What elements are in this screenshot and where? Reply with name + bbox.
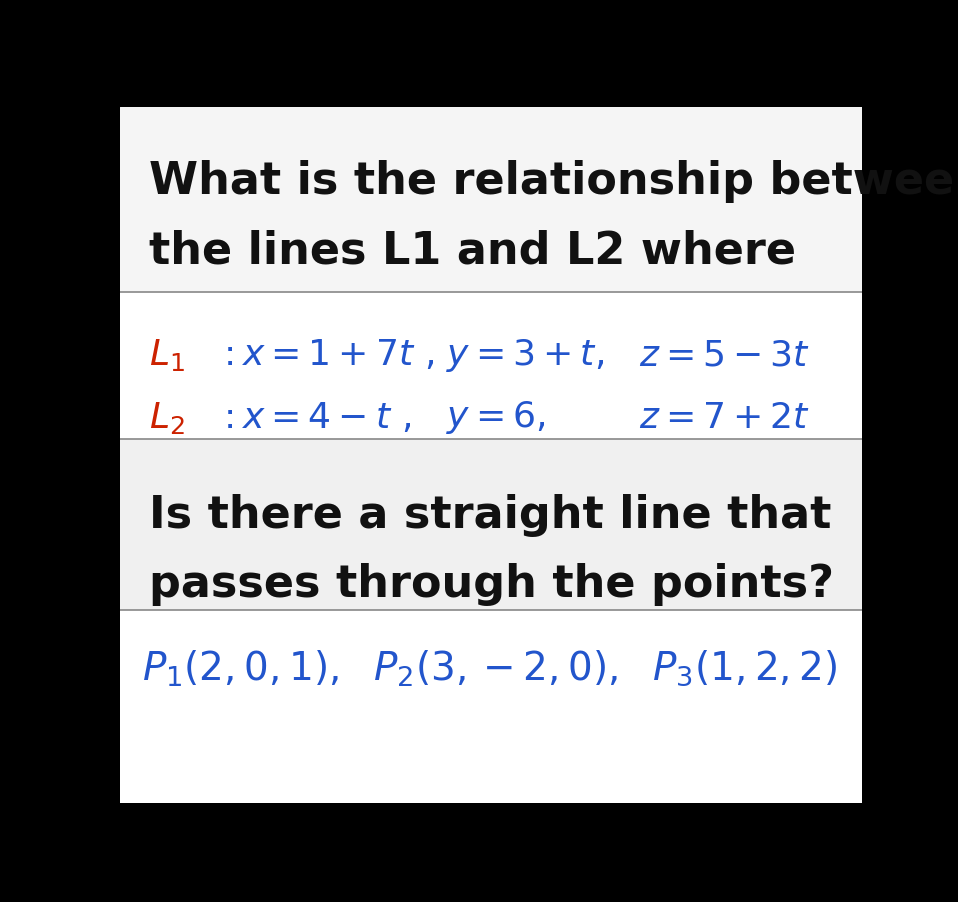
Text: $:x = 4 - t\ ,$: $:x = 4 - t\ ,$ — [217, 400, 412, 434]
Bar — [120, 293, 862, 439]
Text: $:x = 1 + 7t\ ,$: $:x = 1 + 7t\ ,$ — [217, 338, 434, 372]
Bar — [120, 611, 862, 803]
Text: the lines L1 and L2 where: the lines L1 and L2 where — [149, 229, 796, 272]
Text: $L_1$: $L_1$ — [149, 336, 185, 373]
Text: $P_1(2,0,1),\ \ P_2(3,-2,0),\ \ P_3(1,2,2)$: $P_1(2,0,1),\ \ P_2(3,-2,0),\ \ P_3(1,2,… — [142, 648, 837, 687]
Text: What is the relationship between: What is the relationship between — [149, 160, 958, 203]
Text: $z = 7 + 2t$: $z = 7 + 2t$ — [640, 400, 810, 434]
Text: passes through the points?: passes through the points? — [149, 563, 834, 605]
Text: $y = 6,$: $y = 6,$ — [446, 399, 546, 436]
Text: $y = 3 + t,$: $y = 3 + t,$ — [446, 336, 604, 373]
Text: $L_2$: $L_2$ — [149, 400, 185, 436]
Bar — [120, 108, 862, 293]
Bar — [120, 439, 862, 611]
Text: Is there a straight line that: Is there a straight line that — [149, 493, 832, 536]
Text: $z = 5 - 3t$: $z = 5 - 3t$ — [640, 338, 810, 372]
